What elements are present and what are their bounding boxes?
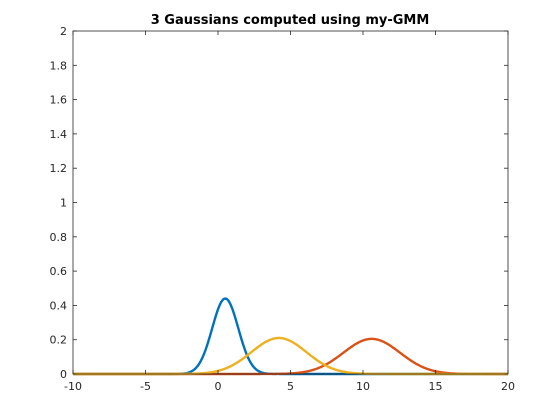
y-tick-label: 0.8 <box>50 231 68 244</box>
ticks-layer <box>72 30 509 375</box>
x-tick-label: 10 <box>356 380 370 393</box>
y-tick-label: 0.6 <box>50 265 68 278</box>
x-tick-label: 20 <box>501 380 515 393</box>
x-tick-label: 15 <box>429 380 443 393</box>
chart-title: 3 Gaussians computed using my-GMM <box>151 13 430 28</box>
y-tick-label: 1 <box>60 197 67 210</box>
x-tick-label: -5 <box>140 380 151 393</box>
y-tick-label: 0.4 <box>50 299 68 312</box>
y-tick-label: 1.8 <box>50 59 68 72</box>
plot-area <box>73 31 508 374</box>
y-tick-label: 0 <box>60 368 67 381</box>
y-tick-label: 1.6 <box>50 94 68 107</box>
y-tick-label: 1.2 <box>50 162 68 175</box>
x-tick-label: -10 <box>64 380 82 393</box>
x-tick-label: 0 <box>215 380 222 393</box>
y-tick-label: 2 <box>60 25 67 38</box>
tick-labels-layer: -10 -5 0 5 10 15 20 0 0.2 0.4 0.6 0.8 1 1.2 1.4 1.6 1.8 2 <box>50 25 516 393</box>
y-tick-label: 1.4 <box>50 128 68 141</box>
y-tick-label: 0.2 <box>50 334 68 347</box>
x-tick-label: 5 <box>287 380 294 393</box>
